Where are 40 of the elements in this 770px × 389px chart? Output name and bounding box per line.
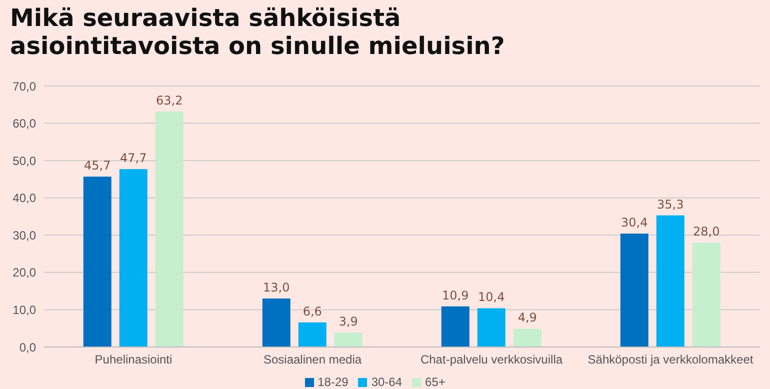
data-label: 10,4 — [478, 290, 505, 304]
bar — [155, 111, 184, 347]
chart-title: Mikä seuraavista sähköisistä asiointitavoista on sinulle mieluisin? — [10, 4, 506, 60]
data-label: 47,7 — [120, 151, 147, 166]
data-label: 3,9 — [338, 314, 358, 328]
x-tick-label: Puhelinasiointi — [94, 352, 172, 367]
y-tick-label: 70,0 — [12, 79, 36, 94]
bar — [620, 234, 648, 347]
data-label: 4,9 — [518, 310, 537, 325]
bar — [119, 169, 148, 347]
y-tick-label: 50,0 — [12, 154, 36, 168]
x-tick-label: Chat-palvelu verkkosivuilla — [420, 352, 563, 367]
data-label: 28,0 — [693, 224, 720, 239]
legend-label: 65+ — [425, 375, 446, 389]
bar — [441, 306, 470, 347]
x-tick-label: Sosiaalinen media — [263, 352, 362, 367]
y-tick-label: 10,0 — [12, 302, 36, 317]
bar — [477, 308, 506, 347]
legend-label: 30-64 — [371, 375, 402, 389]
legend-label: 18-29 — [318, 375, 348, 389]
bar — [692, 242, 720, 347]
data-label: 6,6 — [302, 304, 322, 318]
y-tick-label: 20,0 — [12, 266, 36, 280]
data-label: 45,7 — [84, 158, 111, 173]
bar — [83, 176, 112, 347]
y-tick-label: 30,0 — [12, 228, 36, 242]
y-tick-label: 40,0 — [12, 191, 36, 206]
bar — [262, 298, 290, 347]
data-label: 63,2 — [156, 93, 183, 108]
y-tick-label: 0,0 — [19, 340, 36, 354]
data-label: 30,4 — [621, 216, 648, 230]
bar — [334, 332, 362, 347]
bar — [656, 215, 684, 347]
bar — [298, 322, 326, 347]
data-label: 13,0 — [263, 280, 290, 295]
y-tick-label: 60,0 — [12, 116, 36, 131]
data-label: 35,3 — [657, 197, 684, 212]
bar — [513, 328, 542, 347]
data-label: 10,9 — [442, 288, 469, 302]
x-tick-label: Sähköposti ja verkkolomakkeet — [588, 352, 754, 367]
